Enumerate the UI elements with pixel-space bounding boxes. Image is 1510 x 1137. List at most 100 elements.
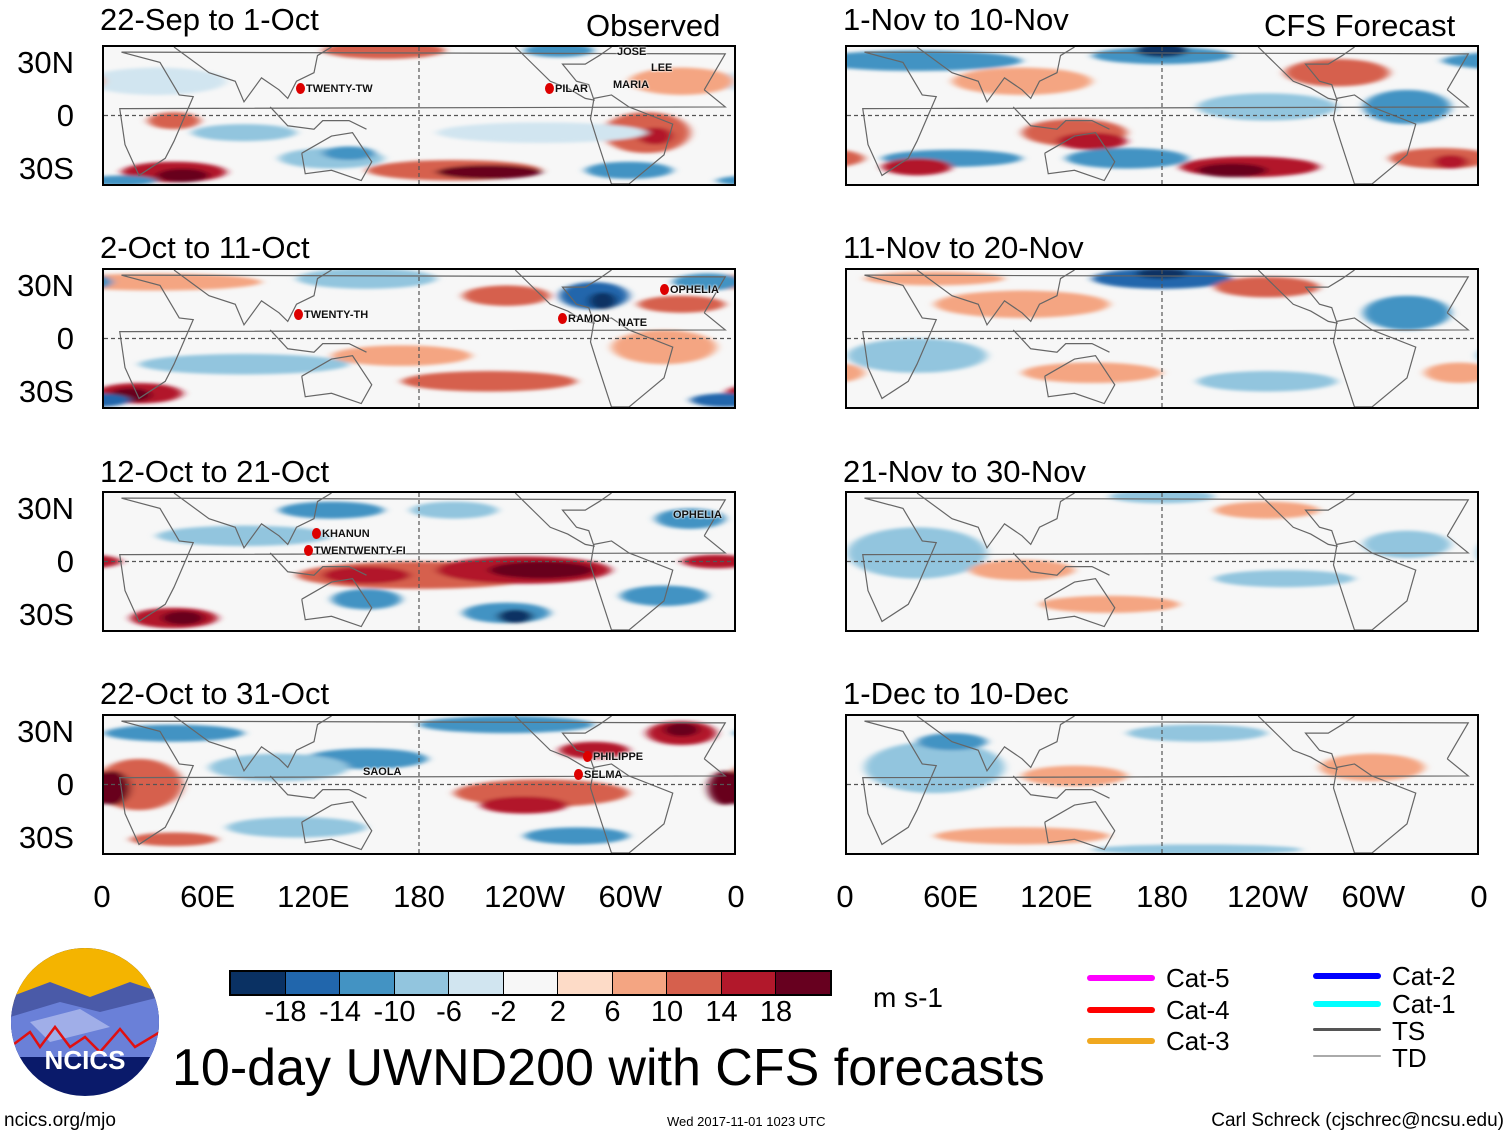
coastline xyxy=(270,553,366,575)
map-panel xyxy=(102,714,736,855)
coastline xyxy=(1045,802,1115,850)
wind-anomaly-contour xyxy=(226,817,367,838)
wind-anomaly-contour xyxy=(1284,58,1390,87)
storm-label: TWENTY-TW xyxy=(296,83,373,95)
track-legend-label: Cat-2 xyxy=(1392,961,1456,991)
map-panel xyxy=(845,45,1479,186)
lat-tick-label: 0 xyxy=(56,98,74,133)
lat-tick-label: 30S xyxy=(18,597,74,632)
lon-tick-label: 180 xyxy=(1136,879,1188,914)
lat-tick-label: 0 xyxy=(56,767,74,802)
coastline xyxy=(1013,107,1109,129)
colorbar-swatch xyxy=(558,972,613,994)
coastline xyxy=(302,802,372,850)
lon-tick-label: 120E xyxy=(1020,879,1093,914)
wind-anomaly-contour xyxy=(1363,295,1451,330)
coastline xyxy=(863,52,1469,175)
wind-anomaly-contour xyxy=(1214,276,1320,298)
track-legend-line xyxy=(1313,1001,1381,1007)
storm-label: PILAR xyxy=(545,83,588,95)
lon-tick-label: 60W xyxy=(1341,879,1406,914)
wind-anomaly-contour xyxy=(331,345,472,366)
colorbar-swatch xyxy=(285,972,340,994)
lon-tick-label: 60E xyxy=(180,879,236,914)
coastline xyxy=(174,270,332,325)
coastline xyxy=(270,330,366,352)
lon-tick-label: 180 xyxy=(393,879,445,914)
coastline xyxy=(120,498,726,621)
wind-anomaly-contour xyxy=(1022,362,1162,384)
coastline xyxy=(174,716,332,771)
lat-tick-label: 30N xyxy=(17,714,74,749)
wind-anomaly-contour xyxy=(130,832,218,847)
wind-anomaly-contour xyxy=(410,501,498,519)
colorbar xyxy=(229,970,832,996)
wind-anomaly-contour xyxy=(104,67,227,95)
wind-anomaly-contour xyxy=(934,290,1110,318)
track-legend-line xyxy=(1087,1038,1155,1044)
wind-anomaly-contour xyxy=(1197,163,1267,178)
coastline xyxy=(1013,330,1109,352)
colorbar-units: m s-1 xyxy=(873,982,943,1013)
hurricane-icon xyxy=(296,83,305,94)
website-link[interactable]: ncics.org/mjo xyxy=(4,1110,116,1131)
wind-anomaly-contour xyxy=(436,165,542,179)
coastline xyxy=(302,579,372,627)
colorbar-swatch xyxy=(503,972,558,994)
wind-anomaly-contour xyxy=(419,716,594,734)
wind-anomaly-contour xyxy=(1109,493,1215,504)
wind-anomaly-contour xyxy=(588,292,617,310)
storm-label: LEE xyxy=(651,62,673,74)
coastline xyxy=(120,721,726,844)
colorbar-tick-label: 2 xyxy=(549,996,567,1028)
coastline xyxy=(270,776,366,798)
coastline xyxy=(917,47,1075,102)
wind-anomaly-contour xyxy=(104,770,131,806)
colorbar-swatch xyxy=(340,972,395,994)
wind-anomaly-contour xyxy=(462,285,551,306)
storm-label: OPHELIA xyxy=(673,509,722,521)
coastline xyxy=(270,107,366,129)
coastline xyxy=(302,133,372,181)
wind-anomaly-contour xyxy=(497,609,533,624)
coastline xyxy=(515,47,611,100)
track-legend-line xyxy=(1087,1007,1155,1013)
wind-anomaly-contour xyxy=(104,273,262,291)
lon-tick-label: 60W xyxy=(598,879,663,914)
wind-anomaly-contour xyxy=(716,176,734,184)
wind-anomaly-contour xyxy=(629,67,734,95)
track-legend-label: Cat-1 xyxy=(1392,989,1456,1019)
wind-anomaly-contour xyxy=(969,559,1075,581)
wind-anomaly-contour xyxy=(1092,844,1302,853)
wind-anomaly-contour xyxy=(707,770,734,806)
track-legend-label: TD xyxy=(1392,1043,1427,1073)
wind-anomaly-contour xyxy=(161,611,204,625)
coastline xyxy=(174,47,332,102)
wind-anomaly-contour xyxy=(296,270,437,289)
coastline xyxy=(917,716,1075,771)
storm-label: SAOLA xyxy=(363,766,402,778)
storm-label: TWENTWENTY-FI xyxy=(304,545,406,557)
observed-header: Observed xyxy=(586,8,721,43)
forecast-header: CFS Forecast xyxy=(1264,8,1456,43)
wind-anomaly-contour xyxy=(489,561,594,579)
map-panel xyxy=(845,268,1479,409)
hurricane-icon xyxy=(304,545,313,556)
lon-tick-label: 120W xyxy=(1227,879,1309,914)
wind-anomaly-contour xyxy=(611,329,717,365)
coastline xyxy=(1334,764,1416,853)
colorbar-swatch xyxy=(394,972,449,994)
coastline xyxy=(515,716,611,769)
coastline xyxy=(863,275,1469,398)
wind-anomaly-contour xyxy=(637,295,726,313)
coastline xyxy=(515,493,611,546)
wind-anomaly-contour xyxy=(1433,154,1469,169)
wind-anomaly-contour xyxy=(690,393,734,407)
colorbar-tick-label: 10 xyxy=(650,996,684,1028)
wind-anomaly-contour xyxy=(1057,132,1127,150)
coastline xyxy=(1258,47,1354,100)
coastline xyxy=(591,541,673,630)
wind-anomaly-contour xyxy=(156,168,209,183)
wind-anomaly-contour xyxy=(1065,148,1189,169)
